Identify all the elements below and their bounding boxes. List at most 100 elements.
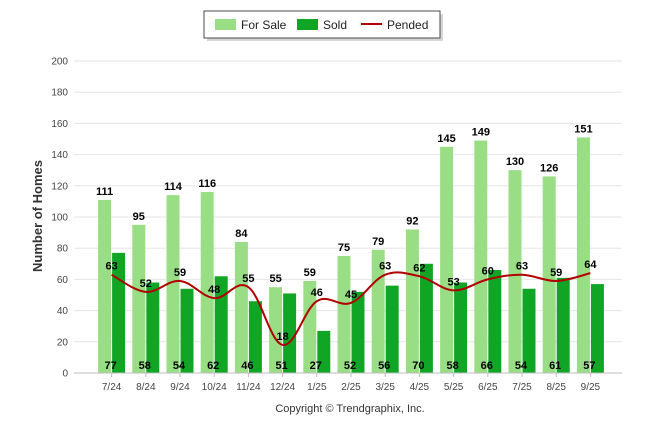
- label-sold: 54: [173, 360, 186, 372]
- legend-swatch-sold: [297, 19, 318, 30]
- y-tick-label: 180: [51, 88, 68, 99]
- data-labels: 111 77 63 95 58 52 114 54 59 116 62 48 84 46 55 55 51 18 5…: [96, 123, 597, 372]
- bar-for-sale: [132, 224, 146, 373]
- bar-for-sale: [508, 170, 522, 373]
- pended-line: [111, 271, 591, 346]
- label-sold: 46: [241, 360, 253, 372]
- bar-sold: [419, 263, 433, 373]
- label-sold: 61: [549, 360, 561, 372]
- y-tick-label: 140: [51, 150, 68, 161]
- bar-for-sale: [474, 140, 488, 373]
- label-sold: 58: [139, 360, 151, 372]
- label-for-sale: 149: [472, 127, 490, 139]
- bar-for-sale: [576, 137, 590, 373]
- x-tick-label: 5/25: [444, 382, 464, 393]
- bar-sold: [317, 330, 331, 373]
- label-pended: 52: [140, 278, 152, 290]
- bar-sold: [214, 276, 228, 373]
- bar-series: [98, 137, 604, 373]
- label-pended: 48: [208, 284, 220, 296]
- y-tick-label: 100: [51, 213, 68, 224]
- x-tick-label: 2/25: [341, 382, 361, 393]
- legend-swatch-for-sale: [215, 19, 236, 30]
- x-tick-label: 9/24: [170, 382, 190, 393]
- label-for-sale: 95: [133, 211, 145, 223]
- label-sold: 27: [310, 360, 322, 372]
- label-for-sale: 116: [198, 178, 216, 190]
- copyright-text: Copyright © Trendgraphix, Inc.: [275, 403, 424, 415]
- x-tick-label: 8/25: [546, 382, 566, 393]
- x-tick-label: 6/25: [478, 382, 498, 393]
- label-for-sale: 79: [372, 236, 384, 248]
- bar-sold: [488, 270, 502, 373]
- y-tick-label: 40: [57, 306, 69, 317]
- label-for-sale: 59: [304, 267, 316, 279]
- bar-sold: [248, 301, 262, 373]
- label-pended: 45: [345, 289, 357, 301]
- label-pended: 55: [242, 273, 254, 285]
- x-tick-label: 4/25: [410, 382, 430, 393]
- legend-box: [203, 10, 441, 39]
- label-sold: 51: [275, 360, 287, 372]
- legend-label-pended[interactable]: Pended: [387, 18, 428, 32]
- grid-lines: [74, 60, 622, 343]
- bar-sold: [556, 277, 570, 373]
- x-tick-label: 9/25: [581, 382, 601, 393]
- x-tick-label: 11/24: [236, 382, 261, 393]
- bar-sold: [522, 288, 536, 373]
- label-for-sale: 84: [235, 228, 248, 240]
- bar-for-sale: [234, 241, 248, 373]
- x-tick-label: 7/24: [102, 382, 122, 393]
- bar-for-sale: [166, 195, 180, 373]
- label-pended: 53: [447, 276, 459, 288]
- label-pended: 59: [550, 267, 562, 279]
- x-tick-label: 7/25: [512, 382, 532, 393]
- label-sold: 70: [412, 360, 424, 372]
- label-for-sale: 126: [540, 162, 558, 174]
- label-pended: 60: [482, 265, 494, 277]
- label-sold: 54: [515, 360, 528, 372]
- bar-sold: [454, 282, 468, 373]
- y-tick-label: 20: [57, 337, 69, 348]
- bar-sold: [112, 252, 126, 373]
- y-tick-label: 120: [51, 181, 68, 192]
- x-tick-label: 3/25: [375, 382, 395, 393]
- x-tick-label: 1/25: [307, 382, 327, 393]
- label-pended: 63: [516, 261, 528, 273]
- label-for-sale: 111: [96, 186, 113, 198]
- bar-sold: [180, 288, 194, 373]
- y-axis-title: Number of Homes: [30, 160, 45, 272]
- y-tick-label: 160: [51, 119, 68, 130]
- bar-for-sale: [200, 192, 214, 373]
- label-pended: 18: [276, 331, 288, 343]
- y-tick-label: 0: [62, 369, 68, 380]
- bar-sold: [146, 282, 160, 373]
- bar-sold: [385, 285, 399, 373]
- label-sold: 58: [446, 360, 458, 372]
- bar-for-sale: [440, 146, 454, 373]
- y-tick-label: 200: [51, 57, 68, 68]
- label-pended: 63: [379, 261, 391, 273]
- pended-line-series: [111, 271, 591, 346]
- bar-sold: [283, 293, 297, 373]
- label-pended: 46: [311, 287, 323, 299]
- legend-label-sold[interactable]: Sold: [323, 18, 347, 32]
- label-pended: 62: [413, 262, 425, 274]
- label-pended: 63: [105, 261, 117, 273]
- label-sold: 56: [378, 360, 390, 372]
- label-sold: 62: [207, 360, 219, 372]
- label-for-sale: 55: [269, 273, 281, 285]
- x-tick-label: 10/24: [202, 382, 227, 393]
- legend[interactable]: For Sale Sold Pended: [203, 10, 443, 41]
- label-for-sale: 145: [437, 133, 455, 145]
- label-for-sale: 75: [338, 242, 350, 254]
- bar-sold: [351, 291, 365, 373]
- label-pended: 59: [174, 267, 186, 279]
- label-for-sale: 130: [506, 156, 524, 168]
- label-sold: 77: [104, 360, 116, 372]
- legend-label-for-sale[interactable]: For Sale: [241, 18, 287, 32]
- axes: 0 20 40 60 80 100 120 140 160 180 200 7/24 8/24 9/24 1…: [51, 57, 622, 393]
- label-sold: 52: [344, 360, 356, 372]
